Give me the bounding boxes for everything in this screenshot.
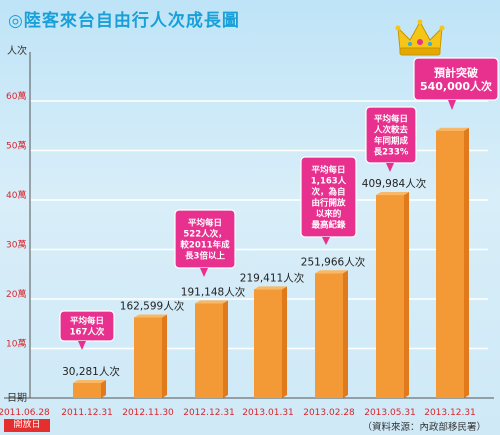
data-label: 251,966人次 [301, 255, 366, 268]
gridlines [30, 100, 488, 350]
callout-text: 平均每日 [70, 316, 104, 327]
bar [315, 273, 343, 398]
x-tick-label: 2011.06.28 [0, 408, 50, 418]
y-tick-label: 60萬 [6, 90, 26, 102]
callout-text: 平均每日 [311, 165, 345, 176]
axes [4, 52, 494, 399]
data-label: 219,411人次 [240, 271, 305, 284]
bar-side [282, 286, 287, 398]
y-tick-label: 20萬 [6, 288, 26, 300]
data-label: 191,148人次 [181, 285, 246, 298]
chart-title: ◎陸客來台自由行人次成長圖 [8, 11, 240, 31]
bar-top [315, 270, 348, 274]
data-label: 409,984人次 [362, 177, 427, 190]
bar-side [162, 314, 167, 398]
y-tick-label: 50萬 [6, 140, 26, 152]
bar [134, 317, 162, 398]
bar [195, 303, 223, 398]
bar [436, 130, 464, 398]
callout-text: 長233% [374, 147, 409, 158]
bar-side [101, 380, 106, 398]
x-tick-label: 2012.12.31 [183, 408, 235, 418]
callout-text: 522人次， [183, 229, 226, 240]
callout-text: 平均每日 [188, 218, 222, 229]
callout-text: 次，為自 [311, 187, 345, 198]
start-date-tag: 開放日 [4, 419, 50, 432]
bars [73, 127, 469, 398]
x-tick-label: 2013.12.31 [424, 408, 476, 418]
x-axis-label: 日期 [7, 393, 27, 404]
callout-text: 預計突破 [434, 66, 478, 80]
x-tick-label: 2011.12.31 [61, 408, 113, 418]
callout-text: 平均每日 [374, 114, 408, 125]
callouts: 平均每日167人次平均每日522人次，較2011年成長3倍以上平均每日1,163… [59, 57, 499, 350]
x-axis-ticks: 2011.06.28 2011.12.31 2012.11.30 2012.12.31… [0, 408, 476, 418]
y-axis-label: 人次 [7, 46, 27, 57]
bar-top [134, 314, 167, 318]
callout-text: 長3倍以上 [185, 251, 225, 262]
bar [73, 383, 101, 398]
x-tick-label: 2013.01.31 [242, 408, 294, 418]
x-tick-label: 2012.11.30 [122, 408, 174, 418]
y-axis-ticks: 10萬 20萬 30萬 40萬 50萬 60萬 [6, 90, 26, 350]
callout-text: 由行開放 [311, 198, 346, 209]
bar-top [436, 127, 469, 131]
x-tick-label: 2013.02.28 [303, 408, 355, 418]
callout-text: 1,163人 [311, 176, 347, 187]
data-label: 162,599人次 [120, 300, 185, 313]
callout-text: 年同期成 [374, 136, 409, 147]
bar-top [195, 300, 228, 304]
data-label: 30,281人次 [62, 365, 120, 378]
y-tick-label: 30萬 [6, 239, 26, 251]
bar-side [223, 300, 228, 398]
bar-top [254, 286, 287, 290]
callout-text: 167人次 [70, 327, 105, 338]
callout-text: 540,000人次 [420, 79, 492, 93]
x-tick-label: 2013.05.31 [364, 408, 416, 418]
callout-text: 較2011年成 [180, 240, 230, 251]
bar-side [464, 127, 469, 398]
bar-top [73, 380, 106, 384]
bar-side [343, 270, 348, 398]
callout-text: 以來的 [316, 209, 342, 220]
callout-text: 人次較去 [374, 125, 409, 136]
bar-top [376, 192, 409, 196]
bar [254, 289, 282, 398]
y-tick-label: 10萬 [6, 338, 26, 350]
data-source: （資料來源：內政部移民署） [362, 422, 486, 433]
callout-text: 最高紀錄 [311, 220, 346, 231]
bar [376, 195, 404, 398]
y-tick-label: 40萬 [6, 189, 26, 201]
bar-side [404, 192, 409, 398]
crown-icon [395, 19, 445, 56]
